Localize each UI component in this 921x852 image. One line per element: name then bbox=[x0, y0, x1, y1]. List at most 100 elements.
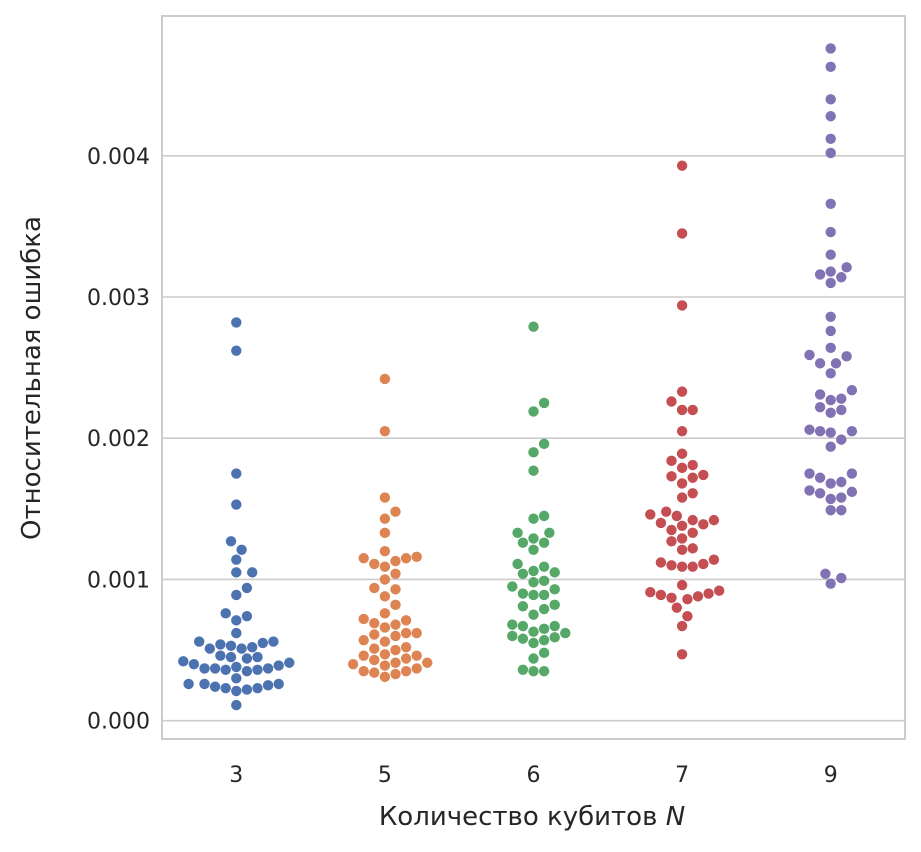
data-point bbox=[846, 385, 858, 396]
data-point bbox=[231, 468, 242, 479]
data-point bbox=[379, 425, 391, 437]
data-point bbox=[241, 610, 253, 622]
data-point bbox=[676, 649, 688, 660]
data-point bbox=[379, 608, 391, 619]
data-point bbox=[241, 684, 253, 695]
data-point bbox=[528, 465, 539, 476]
axes: 0.000 0.001 0.002 0.003 0.004 3 5 6 7 9 bbox=[87, 15, 906, 788]
data-point bbox=[369, 618, 380, 629]
data-point bbox=[549, 584, 560, 595]
data-point bbox=[814, 269, 826, 280]
data-point bbox=[199, 678, 210, 690]
data-point bbox=[836, 505, 847, 516]
data-point bbox=[379, 649, 391, 660]
data-point bbox=[666, 560, 677, 571]
data-point bbox=[528, 533, 539, 544]
data-point bbox=[538, 603, 550, 615]
x-tick-label: 7 bbox=[675, 763, 689, 788]
data-point bbox=[671, 602, 682, 613]
data-point bbox=[538, 561, 550, 572]
data-point bbox=[538, 510, 550, 522]
data-point bbox=[231, 627, 242, 639]
data-point bbox=[538, 589, 550, 601]
data-point bbox=[390, 584, 401, 595]
data-point bbox=[411, 627, 422, 639]
data-point bbox=[676, 160, 688, 171]
data-point bbox=[836, 272, 847, 283]
data-point bbox=[825, 277, 836, 289]
data-point bbox=[820, 568, 831, 579]
data-point bbox=[507, 630, 518, 642]
data-point bbox=[379, 660, 391, 671]
data-point bbox=[236, 544, 247, 555]
data-point bbox=[698, 558, 709, 570]
data-point bbox=[814, 472, 826, 483]
data-point bbox=[231, 699, 242, 711]
data-point bbox=[676, 492, 688, 503]
data-point bbox=[257, 637, 268, 649]
data-point bbox=[512, 527, 523, 539]
x-tick-label: 6 bbox=[527, 763, 541, 788]
data-point bbox=[655, 557, 667, 568]
data-point bbox=[379, 591, 391, 602]
data-point bbox=[666, 592, 677, 603]
data-point bbox=[814, 401, 826, 413]
data-point bbox=[400, 642, 412, 653]
data-point bbox=[215, 639, 226, 650]
data-point bbox=[825, 478, 836, 489]
data-point bbox=[528, 565, 539, 577]
data-point bbox=[231, 615, 242, 626]
data-point bbox=[714, 585, 725, 596]
data-point bbox=[687, 527, 698, 539]
data-point bbox=[666, 455, 677, 467]
data-point bbox=[682, 610, 693, 622]
data-point bbox=[666, 524, 677, 536]
data-point bbox=[825, 226, 836, 238]
data-point bbox=[836, 492, 847, 503]
data-point bbox=[252, 682, 263, 694]
data-point bbox=[676, 561, 688, 572]
data-point bbox=[687, 514, 698, 526]
data-point bbox=[846, 486, 858, 498]
data-point bbox=[549, 599, 560, 611]
data-point bbox=[236, 643, 247, 654]
data-point bbox=[825, 61, 836, 73]
data-point bbox=[708, 554, 720, 565]
data-point bbox=[528, 321, 539, 332]
data-point bbox=[836, 404, 847, 416]
data-point bbox=[825, 133, 836, 145]
data-point bbox=[538, 438, 550, 450]
data-point bbox=[252, 664, 263, 676]
data-point bbox=[538, 623, 550, 635]
data-point bbox=[549, 567, 560, 578]
data-point bbox=[400, 553, 412, 564]
data-point bbox=[517, 664, 529, 676]
data-point bbox=[676, 533, 688, 544]
data-point bbox=[369, 643, 380, 654]
data-point bbox=[687, 404, 698, 416]
data-point bbox=[528, 609, 539, 620]
data-point bbox=[379, 636, 391, 647]
y-axis-label: Относительная ошибка bbox=[17, 216, 47, 540]
plot-frame bbox=[161, 15, 906, 740]
data-point bbox=[390, 630, 401, 642]
data-point bbox=[528, 653, 539, 664]
data-point bbox=[369, 582, 380, 594]
data-point bbox=[804, 468, 815, 479]
data-point bbox=[358, 634, 369, 646]
data-point bbox=[528, 406, 539, 417]
data-point bbox=[549, 620, 560, 632]
data-point bbox=[379, 622, 391, 633]
data-point bbox=[262, 680, 274, 691]
data-point bbox=[825, 342, 836, 354]
data-point bbox=[517, 588, 529, 599]
data-point bbox=[390, 568, 401, 579]
data-point bbox=[369, 667, 380, 678]
data-point bbox=[241, 582, 253, 594]
data-point bbox=[666, 471, 677, 482]
data-point bbox=[814, 488, 826, 499]
data-point bbox=[825, 493, 836, 505]
data-point bbox=[671, 510, 682, 522]
data-point bbox=[687, 472, 698, 483]
